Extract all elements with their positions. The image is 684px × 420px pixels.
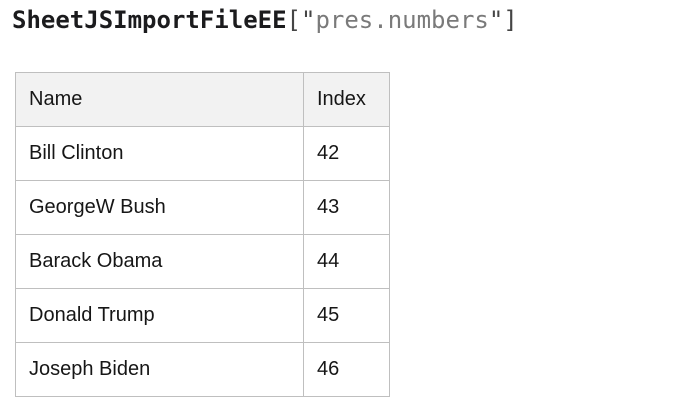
column-header-name: Name — [15, 72, 304, 127]
title-bracket-open: [" — [286, 6, 316, 34]
cell-name: GeorgeW Bush — [15, 180, 304, 235]
cell-index: 42 — [303, 126, 390, 181]
title-bracket-close: "] — [488, 6, 518, 34]
page: SheetJSImportFileEE["pres.numbers"] Name… — [0, 6, 684, 420]
table-row: Bill Clinton 42 — [15, 126, 390, 181]
cell-index: 46 — [303, 342, 390, 397]
cell-name: Donald Trump — [15, 288, 304, 343]
table-row: GeorgeW Bush 43 — [15, 180, 390, 235]
title-component-name: SheetJSImportFileEE — [12, 6, 287, 34]
title-filename: pres.numbers — [315, 6, 489, 34]
cell-index: 44 — [303, 234, 390, 289]
table-row: Barack Obama 44 — [15, 234, 390, 289]
cell-name: Barack Obama — [15, 234, 304, 289]
cell-name: Joseph Biden — [15, 342, 304, 397]
cell-index: 45 — [303, 288, 390, 343]
cell-index: 43 — [303, 180, 390, 235]
table-row: Joseph Biden 46 — [15, 342, 390, 397]
table-header-row: Name Index — [15, 72, 390, 127]
cell-name: Bill Clinton — [15, 126, 304, 181]
table-row: Donald Trump 45 — [15, 288, 390, 343]
page-title: SheetJSImportFileEE["pres.numbers"] — [12, 6, 684, 34]
presidents-table: Name Index Bill Clinton 42 GeorgeW Bush … — [15, 72, 390, 397]
column-header-index: Index — [303, 72, 390, 127]
